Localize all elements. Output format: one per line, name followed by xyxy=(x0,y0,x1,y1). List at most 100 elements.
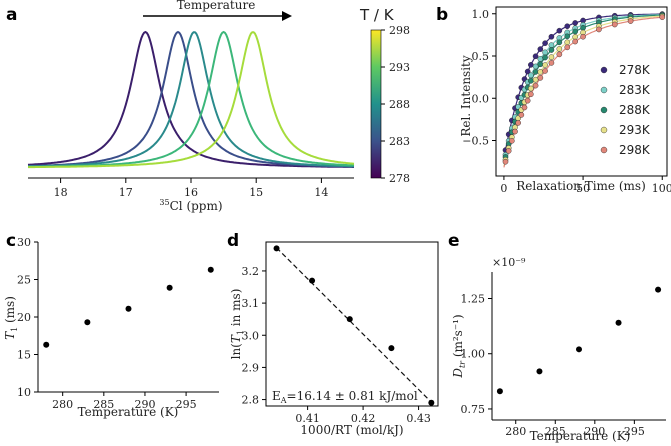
panel-b-xlabel: Relaxation Time (ms) xyxy=(516,179,646,193)
data-point-298k xyxy=(532,82,539,89)
activation-energy-annotation: EA=16.14 ± 0.81 kJ/mol xyxy=(272,389,418,405)
data-point-278k xyxy=(564,23,571,30)
data-point-288k xyxy=(572,28,578,35)
panel-b: 0 50 100 −0.5 0.0 0.5 1.0 278K 283K 288K 293K 298K… xyxy=(459,6,671,195)
panel-e-scale-label: ×10⁻⁹ xyxy=(492,256,526,269)
temperature-arrow-head xyxy=(282,11,292,21)
data-point-298k xyxy=(518,112,525,118)
panel-d-points xyxy=(273,245,435,406)
panel-e-ticks: 280 285 290 295 0.75 1.00 1.25 xyxy=(461,293,645,438)
panel-a-xlabel-sup: 35 xyxy=(159,198,169,207)
panel-c-ylabel-main: T xyxy=(3,331,17,340)
data-point-293k xyxy=(542,62,548,68)
panel-c-xtick-label: 295 xyxy=(176,398,197,411)
panel-c-ytick-label: 10 xyxy=(17,386,31,399)
panel-d-point xyxy=(428,399,435,406)
spectrum-298k xyxy=(28,31,355,169)
data-point-298k xyxy=(502,158,509,165)
data-point-278k xyxy=(532,53,539,60)
panel-e-ytick-label: 1.00 xyxy=(461,348,486,361)
legend-marker-298k xyxy=(600,146,608,154)
panel-c-ytick-label: 30 xyxy=(17,236,31,249)
temperature-title: Temperature xyxy=(177,0,256,12)
panel-e-ylabel: Dtr (m²s⁻¹) xyxy=(451,314,467,378)
panel-d-ylabel-pre: ln( xyxy=(229,343,243,359)
legend-marker-278k xyxy=(600,66,608,74)
data-point-283k xyxy=(537,56,544,62)
legend-label-288k: 288K xyxy=(619,103,651,117)
panel-e-ylabel-unit: (m²s⁻¹) xyxy=(451,314,465,361)
panel-e-ylabel-main: D xyxy=(451,368,465,379)
data-point-298k xyxy=(556,51,563,58)
data-point-298k xyxy=(537,75,544,81)
colorbar xyxy=(370,29,382,179)
data-point-298k xyxy=(512,128,518,135)
panel-a-xtick-label: 18 xyxy=(54,186,68,199)
panel-e: 280 285 290 295 0.75 1.00 1.25 ×10⁻⁹ Temperatu… xyxy=(451,256,666,443)
data-point-298k xyxy=(505,148,512,154)
panel-d: 0.41 0.42 0.43 2.8 2.9 3.0 3.1 3.2 EA=16.14 ± 0… xyxy=(229,241,439,437)
panel-e-ytick-label: 0.75 xyxy=(461,403,486,416)
panel-a-xtick-label: 17 xyxy=(119,186,133,199)
data-point-283k xyxy=(542,49,548,56)
panel-c-xtick-label: 280 xyxy=(52,398,73,411)
panel-d-point xyxy=(309,277,316,284)
data-point-288k xyxy=(564,33,571,40)
data-point-293k xyxy=(537,69,544,75)
legend-label-293k: 293K xyxy=(619,123,651,137)
colorbar-label: T / K xyxy=(359,6,395,24)
panel-c-ytick-label: 25 xyxy=(17,274,31,287)
panel-label-e: e xyxy=(448,231,460,251)
legend-marker-288k xyxy=(600,106,608,114)
panel-e-xtick-label: 280 xyxy=(505,425,526,438)
data-point-288k xyxy=(548,47,555,53)
legend-label-283k: 283K xyxy=(619,83,651,97)
data-point-283k xyxy=(532,63,539,70)
legend-marker-283k xyxy=(600,86,608,94)
panel-d-ytick-label: 3.1 xyxy=(242,297,260,310)
panel-c: 280 285 290 295 10 15 20 25 30 Temperature (K) T… xyxy=(3,236,219,419)
annotation-sub: A xyxy=(280,396,287,405)
data-point-283k xyxy=(548,42,555,48)
panel-d-point xyxy=(273,245,280,252)
data-point-288k xyxy=(532,69,539,75)
panel-d-point xyxy=(388,345,395,352)
panel-d-ylabel-sub: 1 xyxy=(236,330,245,335)
panel-c-point xyxy=(84,319,91,326)
data-point-298k xyxy=(580,33,586,40)
panel-e-ylabel-sub: tr xyxy=(458,360,467,368)
panel-a-spectra xyxy=(27,30,355,169)
data-point-293k xyxy=(564,39,571,46)
panel-a-ticks: 18 17 16 15 14 xyxy=(54,178,328,199)
data-point-298k xyxy=(528,91,534,98)
data-point-288k xyxy=(542,54,548,61)
panel-d-ytick-label: 2.9 xyxy=(242,361,260,374)
panel-d-ylabel-post: in ms) xyxy=(229,289,243,330)
panel-c-ytick-label: 15 xyxy=(17,349,31,362)
panel-e-xtick-label: 295 xyxy=(624,425,645,438)
data-point-293k xyxy=(556,46,563,52)
panel-c-point xyxy=(166,284,173,291)
panel-b-legend: 278K 283K 288K 293K 298K xyxy=(600,63,651,157)
panel-a-xtick-label: 15 xyxy=(249,186,263,199)
panel-c-ylabel-sub: 1 xyxy=(10,327,19,332)
panel-b-ylabel: Rel. Intensity xyxy=(459,55,473,137)
panel-e-xlabel: Temperature (K) xyxy=(530,429,631,443)
panel-c-points xyxy=(43,266,214,348)
legend-label-298k: 298K xyxy=(619,143,651,157)
data-point-298k xyxy=(542,68,548,74)
data-point-278k xyxy=(548,33,555,40)
panel-c-point xyxy=(43,341,50,348)
panel-e-ytick-label: 1.25 xyxy=(461,293,486,306)
data-point-298k xyxy=(521,104,528,111)
data-point-293k xyxy=(548,54,555,60)
panel-label-c: c xyxy=(6,231,16,251)
panel-a-xlabel-main: Cl (ppm) xyxy=(170,199,223,213)
panel-c-xlabel: Temperature (K) xyxy=(78,405,179,419)
panel-e-xtick-label: 285 xyxy=(545,425,566,438)
colorbar-tick-label: 298 xyxy=(389,24,410,37)
data-point-293k xyxy=(532,76,539,83)
colorbar-tick-label: 288 xyxy=(389,98,410,111)
data-point-278k xyxy=(537,46,544,52)
data-point-298k xyxy=(564,44,571,51)
